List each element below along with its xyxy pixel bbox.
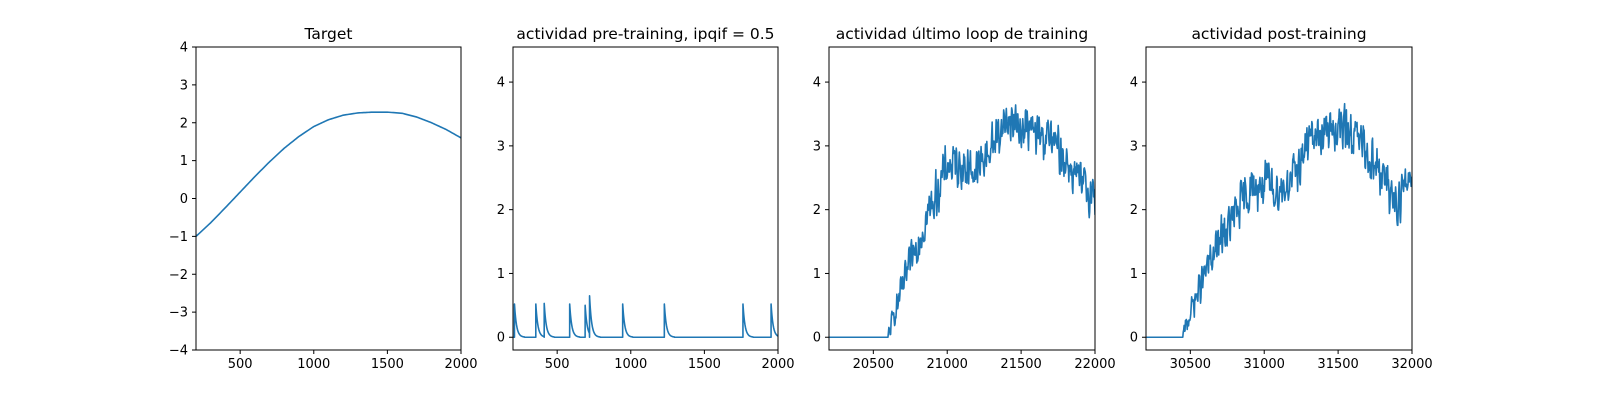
chart-panel-2: 500 1000 1500 2000 0 1 2 3 4 actividad pre-traini… xyxy=(497,25,795,372)
x-tick-label: 2000 xyxy=(761,357,794,372)
data-series-line xyxy=(1146,102,1412,339)
y-tick-label: −3 xyxy=(169,306,188,321)
x-tick-label: 1500 xyxy=(371,357,404,372)
data-series-line xyxy=(196,111,461,237)
x-tick-label: 30500 xyxy=(1170,357,1211,372)
y-tick-label: 2 xyxy=(813,203,821,218)
y-tick-label: 2 xyxy=(497,203,505,218)
y-tick-label: 3 xyxy=(1130,139,1138,154)
x-tick-label: 22000 xyxy=(1074,357,1115,372)
x-tick-label: 500 xyxy=(228,357,253,372)
y-tick-label: 2 xyxy=(1130,203,1138,218)
panel-title: actividad último loop de training xyxy=(836,25,1088,43)
y-tick-label: 1 xyxy=(813,267,821,282)
panel-title: actividad pre-training, ipqif = 0.5 xyxy=(516,25,774,43)
y-tick-label: 0 xyxy=(1130,331,1138,346)
axes-frame xyxy=(1145,46,1413,351)
x-tick-label: 1500 xyxy=(688,357,721,372)
axes-frame xyxy=(828,46,1096,351)
y-tick-label: −2 xyxy=(169,268,188,283)
y-tick-label: −1 xyxy=(169,230,188,245)
y-tick-label: 0 xyxy=(813,331,821,346)
data-series-line xyxy=(513,294,778,339)
axes-frame xyxy=(512,46,779,351)
y-tick-label: −4 xyxy=(169,344,188,359)
x-tick-label: 21000 xyxy=(927,357,968,372)
x-tick-label: 31500 xyxy=(1317,357,1358,372)
panel-title: actividad post-training xyxy=(1191,25,1366,43)
x-tick-label: 20500 xyxy=(853,357,894,372)
y-tick-label: 0 xyxy=(497,331,505,346)
x-tick-label: 32000 xyxy=(1391,357,1432,372)
y-tick-label: 0 xyxy=(180,192,188,207)
chart-panel-4: 30500 31000 31500 32000 0 1 2 3 4 actividad post-… xyxy=(1130,25,1433,372)
y-tick-label: 4 xyxy=(497,76,505,91)
x-tick-label: 500 xyxy=(545,357,570,372)
y-tick-label: 3 xyxy=(497,139,505,154)
y-tick-label: 4 xyxy=(180,41,188,56)
y-tick-label: 4 xyxy=(1130,76,1138,91)
x-tick-label: 2000 xyxy=(444,357,477,372)
x-tick-label: 21500 xyxy=(1000,357,1041,372)
x-tick-label: 1000 xyxy=(614,357,647,372)
x-tick-label: 1000 xyxy=(297,357,330,372)
y-tick-label: 1 xyxy=(1130,267,1138,282)
data-series-line xyxy=(829,104,1095,339)
y-tick-label: 4 xyxy=(813,76,821,91)
x-tick-label: 31000 xyxy=(1244,357,1285,372)
y-tick-label: 2 xyxy=(180,116,188,131)
panel-title: Target xyxy=(304,25,353,43)
chart-panel-3: 20500 21000 21500 22000 0 1 2 3 4 actividad últim… xyxy=(813,25,1116,372)
y-tick-label: 1 xyxy=(497,267,505,282)
y-tick-label: 3 xyxy=(180,78,188,93)
y-tick-label: 1 xyxy=(180,154,188,169)
chart-panel-1: 500 1000 1500 2000 −4 −3 −2 −1 0 1 2 3 4 Target xyxy=(169,25,478,372)
y-tick-label: 3 xyxy=(813,139,821,154)
